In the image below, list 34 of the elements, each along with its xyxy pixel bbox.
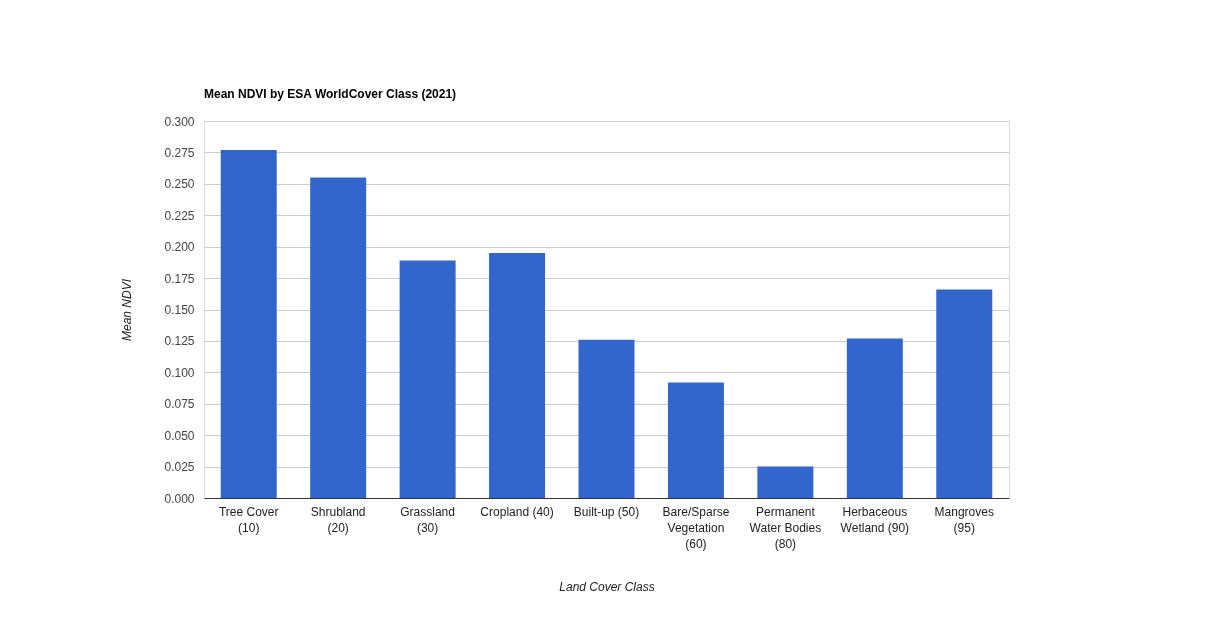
y-tick-label: 0.050 (164, 428, 195, 443)
y-tick-label: 0.025 (164, 460, 195, 475)
y-tick-label: 0.075 (164, 397, 195, 412)
bar (220, 149, 277, 498)
bar (936, 289, 993, 498)
y-tick-label: 0.125 (164, 334, 195, 349)
x-tick-label: Tree Cover (10) (218, 504, 279, 535)
y-tick-label: 0.250 (164, 177, 195, 192)
y-tick-label: 0.150 (164, 303, 195, 317)
bar (757, 466, 814, 498)
y-tick-label: 0.000 (164, 491, 195, 506)
y-tick-label: 0.300 (164, 114, 195, 129)
bar (489, 252, 546, 498)
x-tick-label: Permanent Water Bodies (80) (749, 504, 822, 551)
y-tick-label: 0.175 (164, 271, 195, 286)
x-tick-label: Cropland (40) (480, 504, 554, 519)
y-axis-title: Mean NDVI (120, 278, 135, 342)
bar (578, 339, 635, 498)
x-tick-label: Bare/Sparse Vegetation (60) (662, 504, 730, 551)
y-tick-label: 0.200 (164, 240, 195, 255)
x-tick-label: Built-up (50) (573, 504, 640, 519)
x-tick-label: Grassland (30) (400, 504, 455, 535)
x-tick-label: Herbaceous Wetland (90) (840, 504, 910, 535)
x-tick-label: Shrubland (20) (310, 504, 366, 535)
bar (310, 177, 367, 498)
y-tick-label: 0.100 (164, 365, 195, 380)
chart-title: Mean NDVI by ESA WorldCover Class (2021) (204, 87, 457, 101)
bar (846, 338, 903, 498)
bar (667, 382, 724, 498)
bar (399, 260, 456, 498)
x-axis-title: Land Cover Class (559, 579, 655, 594)
y-tick-label: 0.275 (164, 145, 195, 160)
x-tick-label: Mangroves (95) (934, 504, 994, 535)
y-tick-label: 0.225 (164, 208, 195, 223)
